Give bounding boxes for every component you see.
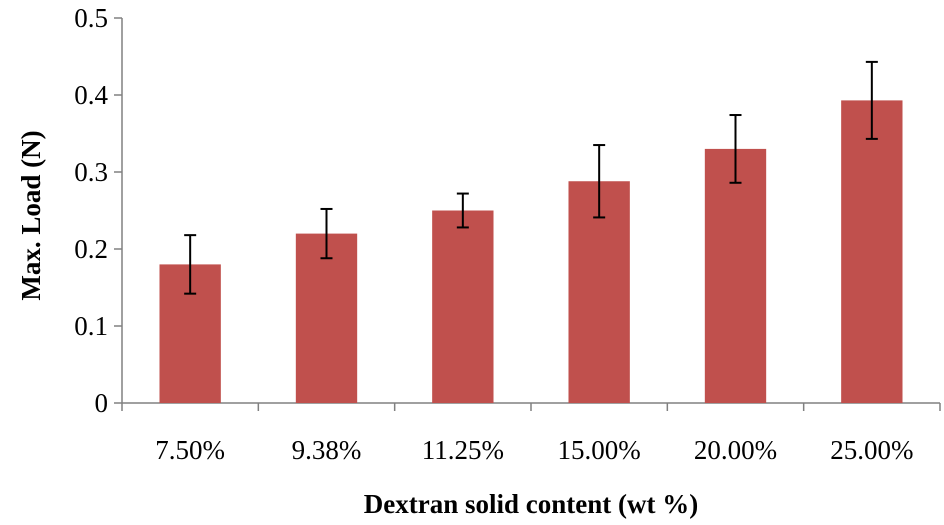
x-tick-label: 7.50%	[155, 435, 225, 465]
error-bar	[593, 144, 606, 219]
y-axis: 0 0.1 0.2 0.3 0.4 0.5	[74, 3, 123, 418]
y-tick-label: 0.3	[74, 157, 108, 187]
bars	[159, 100, 903, 403]
x-axis: 7.50% 9.38% 11.25% 15.00% 20.00% 25.00%	[121, 402, 941, 465]
x-ticks: 7.50% 9.38% 11.25% 15.00% 20.00% 25.00%	[121, 403, 941, 465]
y-axis-title: Max. Load (N)	[16, 130, 46, 300]
x-tick-label: 25.00%	[830, 435, 913, 465]
bar	[432, 210, 494, 403]
y-tick-label: 0.2	[74, 234, 108, 264]
bar	[704, 148, 767, 403]
y-tick-label: 0.5	[74, 3, 108, 33]
x-tick-label: 9.38%	[292, 435, 362, 465]
error-bar	[729, 114, 742, 184]
bar	[295, 233, 358, 403]
error-bar	[865, 60, 878, 140]
x-axis-title: Dextran solid content (wt %)	[364, 489, 698, 519]
x-tick-label: 11.25%	[422, 435, 504, 465]
error-bars	[184, 60, 878, 295]
x-tick-label: 20.00%	[694, 435, 777, 465]
y-tick-label: 0.4	[74, 80, 108, 110]
y-tick-label: 0	[95, 388, 109, 418]
y-tick-label: 0.1	[74, 311, 108, 341]
error-bar	[456, 192, 469, 229]
error-bar	[184, 234, 197, 295]
x-tick-label: 15.00%	[558, 435, 641, 465]
y-ticks: 0 0.1 0.2 0.3 0.4 0.5	[74, 3, 122, 418]
bar	[841, 100, 903, 403]
error-bar	[320, 207, 333, 260]
